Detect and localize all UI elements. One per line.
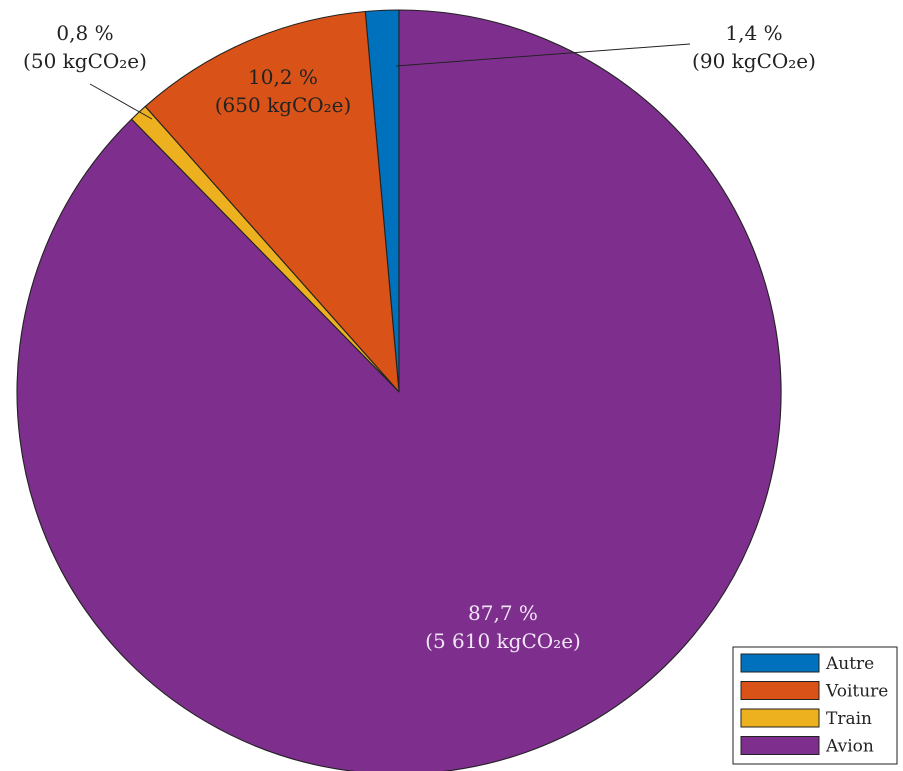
legend-label-voiture: Voiture xyxy=(825,682,888,702)
legend-label-avion: Avion xyxy=(825,737,874,757)
legend: Autre Voiture Train Avion xyxy=(732,646,898,765)
slice-percent-label-autre: 1,4 % xyxy=(725,21,782,45)
legend-swatch-voiture xyxy=(740,681,820,700)
legend-label-autre: Autre xyxy=(825,654,874,674)
pie-slice-avion xyxy=(16,9,782,771)
slice-percent-label-train: 0,8 % xyxy=(56,21,113,45)
slice-percent-label-avion: 87,7 % xyxy=(468,601,538,625)
legend-label-train: Train xyxy=(826,709,872,729)
leader-line-train xyxy=(89,83,153,120)
slice-labels: 1,4 % (90 kgCO₂e) 10,2 % (650 kgCO₂e) 0,8 % (… xyxy=(23,21,816,653)
leader-lines xyxy=(89,43,691,120)
pie-slice-voiture xyxy=(144,10,400,393)
slice-value-label-voiture: (650 kgCO₂e) xyxy=(215,93,352,117)
leader-line-autre xyxy=(395,43,691,67)
legend-swatch-autre xyxy=(740,653,820,673)
slice-value-label-autre: (90 kgCO₂e) xyxy=(692,49,816,73)
legend-swatch-train xyxy=(740,708,820,728)
pie-slices xyxy=(16,9,782,771)
legend-swatch-avion xyxy=(740,736,820,755)
slice-percent-label-voiture: 10,2 % xyxy=(248,65,318,89)
slice-value-label-avion: (5 610 kgCO₂e) xyxy=(425,629,581,653)
slice-value-label-train: (50 kgCO₂e) xyxy=(23,49,147,73)
